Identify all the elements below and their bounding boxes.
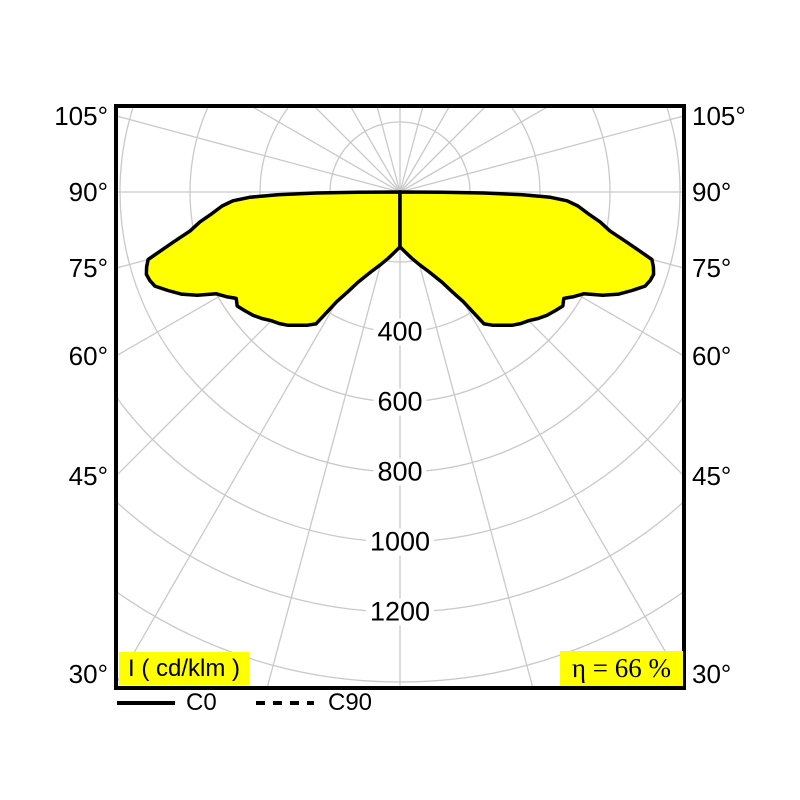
radial-tick-label-800: 800	[373, 458, 427, 486]
left-angle-label-45: 45°	[68, 461, 108, 491]
grid-spoke-195	[376, 106, 401, 193]
right-angle-label-45: 45°	[692, 461, 732, 491]
right-angle-label-30: 30°	[692, 659, 732, 689]
left-angle-label-30: 30°	[68, 659, 108, 689]
c0-curve-right-wing	[398, 190, 656, 328]
legend-dashed-line-icon	[256, 701, 314, 705]
grid-spoke-105	[399, 115, 684, 193]
grid-spoke-255	[116, 115, 401, 193]
left-angle-label-105: 105°	[54, 101, 108, 131]
right-angle-label-75: 75°	[692, 253, 732, 283]
efficiency-badge: η = 66 %	[559, 651, 683, 686]
legend: C0 C90	[0, 688, 800, 722]
grid-spoke-225	[313, 106, 401, 193]
radial-tick-label-1000: 1000	[365, 528, 435, 556]
grid-spoke-135	[399, 106, 487, 193]
left-angle-label-75: 75°	[68, 253, 108, 283]
radial-tick-label-400: 400	[373, 318, 427, 346]
grid-spoke-165	[399, 106, 424, 193]
plot-border	[114, 104, 686, 690]
grid-spoke-240	[249, 106, 401, 193]
left-angle-label-90: 90°	[68, 177, 108, 207]
radial-tick-label-600: 600	[373, 388, 427, 416]
left-angle-label-60: 60°	[68, 341, 108, 371]
legend-label-c90: C90	[328, 689, 373, 716]
right-angle-label-60: 60°	[692, 341, 732, 371]
units-badge: I ( cd/klm )	[119, 652, 249, 685]
radial-tick-label-1200: 1200	[365, 598, 435, 626]
grid-spoke-120	[399, 106, 551, 193]
right-angle-label-105: 105°	[692, 101, 746, 131]
grid-spoke-345	[266, 191, 401, 688]
legend-label-c0: C0	[186, 689, 217, 716]
grid-spoke-15	[399, 191, 534, 688]
legend-solid-line-icon	[117, 701, 175, 705]
c0-curve-left-wing	[144, 190, 402, 328]
grid-spoke-210	[349, 106, 401, 193]
right-angle-label-90: 90°	[692, 177, 732, 207]
grid-spoke-150	[399, 106, 451, 193]
